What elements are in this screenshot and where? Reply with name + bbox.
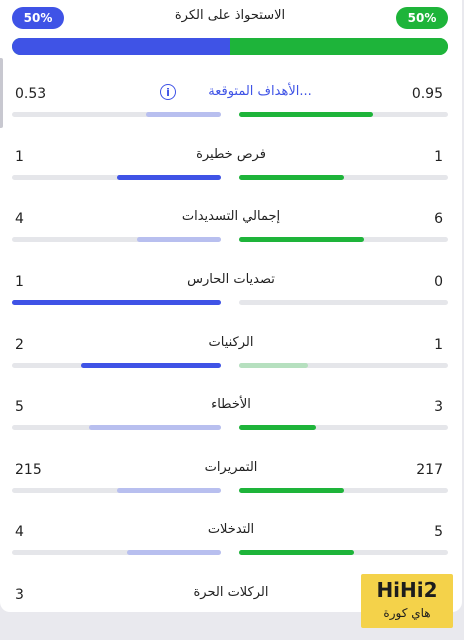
away-value: 0 (434, 274, 443, 290)
stat-row-free-kicks: 3 الركلات الحرة (0, 585, 462, 612)
home-value: 0.53 (15, 86, 47, 102)
stat-row-passes: 215 التمريرات 217 (0, 460, 462, 502)
match-stats-card: 50% الاستحواذ على الكرة 50% 0.53 i الأهد… (0, 0, 462, 612)
away-bar-fill (239, 112, 373, 117)
possession-header: 50% الاستحواذ على الكرة 50% (0, 0, 462, 40)
stat-row-fouls: 5 الأخطاء 3 (0, 397, 462, 439)
away-bar-track (239, 363, 448, 368)
home-bar-track (12, 300, 221, 305)
info-icon[interactable]: i (160, 84, 176, 100)
stat-row-tackles: 4 التدخلات 5 (0, 522, 462, 564)
away-bar-fill (239, 425, 317, 430)
home-bar-track (12, 237, 221, 242)
stat-row-corners: 2 الركنيات 1 (0, 335, 462, 377)
away-bar-fill (239, 363, 308, 368)
stat-label: الركنيات (208, 335, 254, 350)
away-value: 3 (434, 399, 443, 415)
stat-label: الركلات الحرة (193, 585, 269, 600)
away-bar-fill (239, 550, 354, 555)
scroll-indicator[interactable] (0, 58, 3, 128)
away-value: 1 (434, 337, 443, 353)
home-bar-fill (116, 488, 221, 493)
stat-row-big-chances: 1 فرص خطيرة 1 (0, 147, 462, 189)
away-value: 1 (434, 149, 443, 165)
home-possession-badge: 50% (12, 7, 64, 29)
possession-title: الاستحواذ على الكرة (174, 8, 286, 23)
stat-label: تصديات الحارس (187, 272, 275, 287)
home-value: 1 (15, 149, 24, 165)
away-value: 6 (434, 211, 443, 227)
stat-label: فرص خطيرة (196, 147, 266, 162)
home-value: 4 (15, 211, 24, 227)
home-value: 1 (15, 274, 24, 290)
home-bar-track (12, 550, 221, 555)
away-bar-track (239, 550, 448, 555)
stat-row-total-shots: 4 إجمالي التسديدات 6 (0, 209, 462, 251)
home-value: 2 (15, 337, 24, 353)
home-value: 4 (15, 524, 24, 540)
away-bar-fill (239, 175, 344, 180)
possession-bar (12, 38, 448, 55)
home-bar-fill (80, 363, 221, 368)
stat-label: الأخطاء (211, 397, 251, 412)
home-bar-track (12, 112, 221, 117)
stat-label: إجمالي التسديدات (181, 209, 281, 224)
away-bar-fill (239, 237, 365, 242)
home-value: 3 (15, 587, 24, 603)
watermark-main-text: HiHi2 (376, 578, 438, 602)
away-value: 5 (434, 524, 443, 540)
home-bar-track (12, 175, 221, 180)
away-bar-track (239, 175, 448, 180)
away-bar-track (239, 237, 448, 242)
away-value: 217 (416, 462, 443, 478)
away-possession-badge: 50% (396, 7, 448, 29)
watermark-logo: HiHi2 هاي كورة (361, 574, 453, 628)
stat-label: التمريرات (204, 460, 258, 475)
stat-row-goalkeeper-saves: 1 تصديات الحارس 0 (0, 272, 462, 314)
watermark-sub-text: هاي كورة (383, 606, 431, 620)
home-bar-fill (126, 550, 221, 555)
away-bar-fill (239, 488, 344, 493)
home-bar-track (12, 363, 221, 368)
home-bar-track (12, 488, 221, 493)
away-bar-track (239, 488, 448, 493)
home-bar-fill (137, 237, 221, 242)
away-bar-track (239, 425, 448, 430)
home-possession-fill (12, 38, 230, 55)
away-value: 0.95 (411, 86, 443, 102)
home-bar-track (12, 425, 221, 430)
away-possession-fill (230, 38, 448, 55)
away-bar-track (239, 112, 448, 117)
stat-label-link[interactable]: الأهداف المتوقعة... (208, 84, 312, 99)
home-bar-fill (145, 112, 221, 117)
home-bar-fill (12, 300, 221, 305)
home-bar-fill (89, 425, 221, 430)
home-value: 215 (15, 462, 42, 478)
away-bar-track (239, 300, 448, 305)
stat-row-expected-goals[interactable]: 0.53 i الأهداف المتوقعة... 0.95 (0, 84, 462, 126)
home-value: 5 (15, 399, 24, 415)
stat-label: التدخلات (207, 522, 255, 537)
home-bar-fill (116, 175, 221, 180)
